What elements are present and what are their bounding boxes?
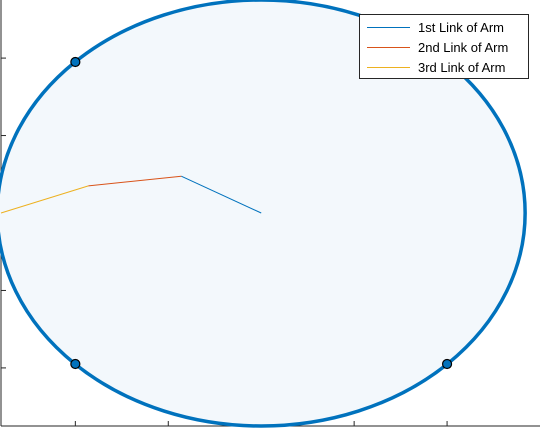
legend-swatch-link-2 (367, 47, 410, 48)
legend-item-link-2: 2nd Link of Arm (360, 38, 528, 58)
legend-swatch-link-1 (367, 27, 410, 28)
legend-item-link-1: 1st Link of Arm (360, 18, 528, 38)
legend-label-link-2: 2nd Link of Arm (418, 40, 509, 55)
legend-item-link-3: 3rd Link of Arm (360, 58, 528, 78)
series-line-link-3 (0, 185, 89, 214)
workspace-boundary (0, 0, 527, 428)
joint-markers (70, 56, 453, 370)
arm-links (0, 175, 262, 214)
series-line-link-1 (181, 175, 262, 214)
series-line-link-2 (88, 175, 182, 187)
legend-swatch-link-3 (367, 67, 410, 68)
joint-marker-2 (70, 358, 81, 370)
workspace-ellipse (0, 0, 527, 428)
joint-marker-3 (441, 358, 453, 370)
joint-marker-1 (70, 56, 81, 68)
legend-label-link-1: 1st Link of Arm (418, 20, 504, 35)
legend: 1st Link of Arm 2nd Link of Arm 3rd Link… (359, 14, 529, 79)
legend-label-link-3: 3rd Link of Arm (418, 60, 506, 75)
